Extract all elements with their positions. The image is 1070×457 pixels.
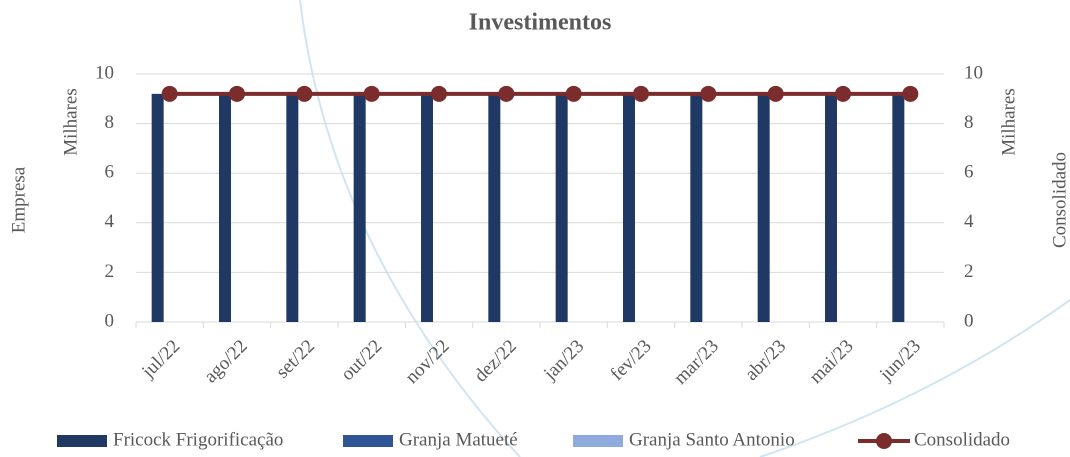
bar [690, 93, 703, 322]
line-marker [902, 85, 919, 102]
bar [219, 93, 231, 322]
x-tick-label: mar/23 [670, 336, 723, 389]
bar [623, 93, 635, 322]
y2-tick-label: 0 [964, 310, 974, 331]
x-tick-label: out/22 [337, 336, 386, 385]
y-display-unit: Milhares [60, 88, 81, 156]
line-marker [363, 85, 380, 102]
bar [488, 93, 501, 322]
line-marker [767, 85, 784, 102]
x-tick-label: fev/23 [606, 336, 655, 385]
bar [286, 93, 299, 322]
legend-swatch [343, 435, 393, 447]
y2-display-unit: Milhares [998, 88, 1019, 156]
bar [757, 93, 770, 322]
x-tick-label: ago/22 [200, 336, 251, 387]
bar [421, 93, 433, 322]
legend-label: Fricock Frigorificação [113, 429, 283, 450]
y2-axis-title: Consolidado [1049, 152, 1070, 248]
bar [151, 93, 164, 322]
decoration [759, 299, 1070, 457]
decoration [299, 0, 521, 457]
y2-tick-label: 2 [964, 261, 974, 282]
line-marker [700, 85, 717, 102]
legend-swatch [57, 435, 107, 447]
y-tick-label: 8 [105, 112, 115, 133]
bar [825, 93, 837, 322]
legend-swatch [573, 435, 623, 447]
y2-tick-label: 6 [964, 162, 974, 183]
y-tick-label: 6 [105, 162, 115, 183]
y-tick-label: 10 [95, 62, 114, 83]
y-tick-label: 0 [105, 310, 115, 331]
y-tick-label: 4 [105, 211, 115, 232]
x-tick-label: mai/23 [805, 336, 857, 388]
line-marker [431, 85, 447, 102]
legend-swatch [876, 433, 892, 449]
y-axis-title: Empresa [8, 166, 29, 233]
x-tick-label: jul/22 [137, 336, 184, 383]
bar [555, 93, 568, 322]
y2-tick-label: 10 [964, 62, 983, 83]
x-tick-label: nov/22 [401, 336, 453, 388]
legend-label: Granja Santo Antonio [629, 429, 795, 450]
legend-label: Consolidado [914, 429, 1010, 450]
line-marker [161, 85, 178, 102]
x-tick-label: jun/23 [875, 336, 925, 386]
x-tick-label: dez/22 [470, 336, 521, 387]
line-marker [633, 85, 649, 102]
line-marker [229, 85, 245, 102]
line-marker [296, 85, 313, 102]
bar [353, 93, 366, 322]
x-tick-label: set/22 [272, 336, 319, 383]
x-tick-label: abr/23 [741, 336, 790, 385]
y2-tick-label: 8 [964, 112, 974, 133]
y2-tick-label: 4 [964, 211, 974, 232]
chart-title: Investimentos [469, 10, 612, 36]
bar [892, 93, 905, 322]
y-tick-label: 2 [105, 261, 115, 282]
x-tick-label: jan/23 [539, 336, 588, 385]
line-marker [498, 85, 515, 102]
line-marker [565, 85, 582, 102]
line-marker [835, 85, 851, 102]
legend-label: Granja Matueté [399, 429, 518, 450]
